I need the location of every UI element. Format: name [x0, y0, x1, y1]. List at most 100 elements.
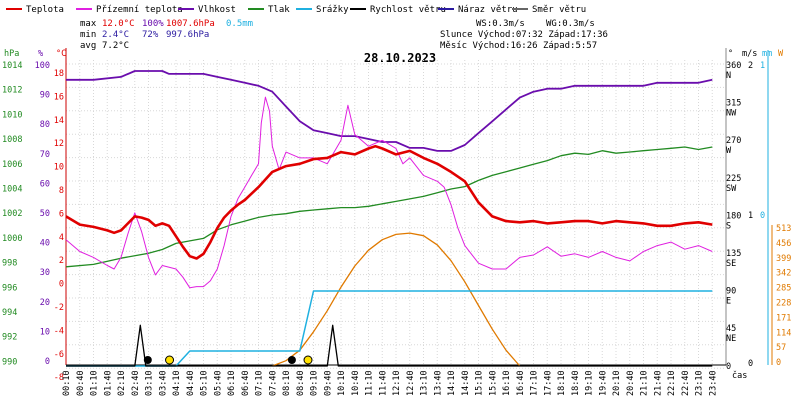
solar-tick: 285	[776, 284, 791, 294]
humidity-tick: 40	[40, 239, 50, 249]
direction-tick: 180	[726, 211, 741, 221]
time-tick: 13:10	[420, 370, 430, 396]
legend-label-5: Rychlost větru	[370, 5, 446, 15]
humidity-tick: 80	[40, 120, 50, 130]
pressure-tick: 1002	[2, 209, 22, 219]
stat-min-label: min	[80, 30, 96, 40]
stat-wg: WG:0.3m/s	[546, 19, 595, 29]
humidity-tick: 60	[40, 179, 50, 189]
temperature-tick: 16	[54, 92, 64, 102]
pressure-tick: 1008	[2, 135, 22, 145]
humidity-tick: 30	[40, 268, 50, 278]
time-tick: 07:10	[255, 370, 265, 396]
time-tick: 11:10	[365, 370, 375, 396]
chart-title: 28.10.2023	[364, 51, 436, 65]
time-tick: 16:10	[502, 370, 512, 396]
direction-label: W	[726, 146, 732, 156]
time-tick: 15:10	[475, 370, 485, 396]
temperature-tick: -4	[54, 326, 64, 336]
temperature-tick: 4	[59, 233, 64, 243]
stat-ws: WS:0.3m/s	[476, 19, 525, 29]
time-tick: 05:10	[200, 370, 210, 396]
time-tick: 07:40	[268, 370, 278, 396]
time-tick: 14:10	[447, 370, 457, 396]
rain-unit: mm	[762, 49, 772, 59]
direction-tick: 225	[726, 174, 741, 184]
humidity-tick: 10	[40, 327, 50, 337]
sunrise-marker	[165, 355, 175, 365]
stat-min-press: 997.6hPa	[166, 30, 209, 40]
temperature-tick: 6	[59, 209, 64, 219]
direction-label: S	[726, 221, 731, 231]
time-tick: 09:10	[310, 370, 320, 396]
stat-sun: Slunce Východ:07:32 Západ:17:36	[440, 30, 608, 40]
axes: hPa% °C1014101210101008100610041002100099…	[2, 48, 791, 396]
series-ground-temperature-line	[65, 96, 713, 289]
time-tick: 15:40	[488, 370, 498, 396]
stat-max-temp: 12.0°C	[102, 19, 135, 29]
legend-label-4: Srážky	[316, 5, 349, 15]
humidity-tick: 50	[40, 209, 50, 219]
series-solar-line	[272, 232, 521, 367]
time-tick: 23:40	[708, 370, 718, 396]
time-tick: 23:10	[695, 370, 705, 396]
solar-unit: W	[778, 49, 784, 59]
solar-tick: 114	[776, 328, 791, 338]
series-wind-speed-line	[66, 324, 713, 367]
pressure-tick: 1012	[2, 86, 22, 96]
temperature-tick: 14	[54, 116, 64, 126]
time-tick: 02:40	[131, 370, 141, 396]
time-tick: 09:40	[323, 370, 333, 396]
pressure-tick: 1010	[2, 110, 22, 120]
time-tick: 00:40	[76, 370, 86, 396]
time-tick: 21:10	[640, 370, 650, 396]
direction-label: NE	[726, 334, 736, 344]
temperature-tick: -6	[54, 350, 64, 360]
pressure-tick: 1014	[2, 61, 22, 71]
temperature-tick: -2	[54, 303, 64, 313]
time-tick: 14:40	[461, 370, 471, 396]
markers	[143, 355, 313, 365]
time-tick: 19:10	[585, 370, 595, 396]
time-tick: 02:10	[117, 370, 127, 396]
solar-tick: 513	[776, 224, 791, 234]
series-pressure-line	[65, 146, 713, 268]
pressure-tick: 992	[2, 333, 17, 343]
direction-label: NW	[726, 109, 737, 119]
rain-tick: 1	[760, 61, 765, 71]
direction-tick: 270	[726, 136, 741, 146]
solar-tick: 399	[776, 254, 791, 264]
legend: Teplota Přízemní teplota Vlhkost Tlak Srážky…	[6, 5, 586, 15]
stat-max-press: 1007.6hPa	[166, 19, 215, 29]
time-tick: 16:40	[516, 370, 526, 396]
time-axis-label: čas	[732, 370, 747, 381]
stat-avg-temp: 7.2°C	[102, 41, 129, 51]
humidity-tick: 90	[40, 91, 50, 101]
legend-label-6: Náraz větru	[458, 5, 518, 15]
time-tick: 10:10	[337, 370, 347, 396]
left-unit-2: °C	[56, 49, 66, 59]
time-tick: 19:40	[598, 370, 608, 396]
sunset-marker	[303, 355, 313, 365]
direction-label: SE	[726, 259, 736, 269]
temperature-tick: -8	[54, 373, 64, 383]
time-tick: 03:10	[145, 370, 155, 396]
time-tick: 13:40	[433, 370, 443, 396]
stat-max-label: max	[80, 19, 97, 29]
direction-tick: 135	[726, 249, 741, 259]
time-tick: 18:40	[571, 370, 581, 396]
time-tick: 22:10	[667, 370, 677, 396]
series	[65, 70, 713, 367]
stat-moon: Měsíc Východ:16:26 Západ:5:57	[440, 41, 597, 51]
temperature-tick: 18	[54, 69, 64, 79]
time-tick: 04:10	[172, 370, 182, 396]
time-tick: 01:40	[103, 370, 113, 396]
time-tick: 01:10	[90, 370, 100, 396]
series-temperature-line	[65, 144, 713, 260]
stat-max-hum: 100%	[142, 19, 164, 29]
time-tick: 04:40	[186, 370, 196, 396]
pressure-tick: 996	[2, 283, 17, 293]
